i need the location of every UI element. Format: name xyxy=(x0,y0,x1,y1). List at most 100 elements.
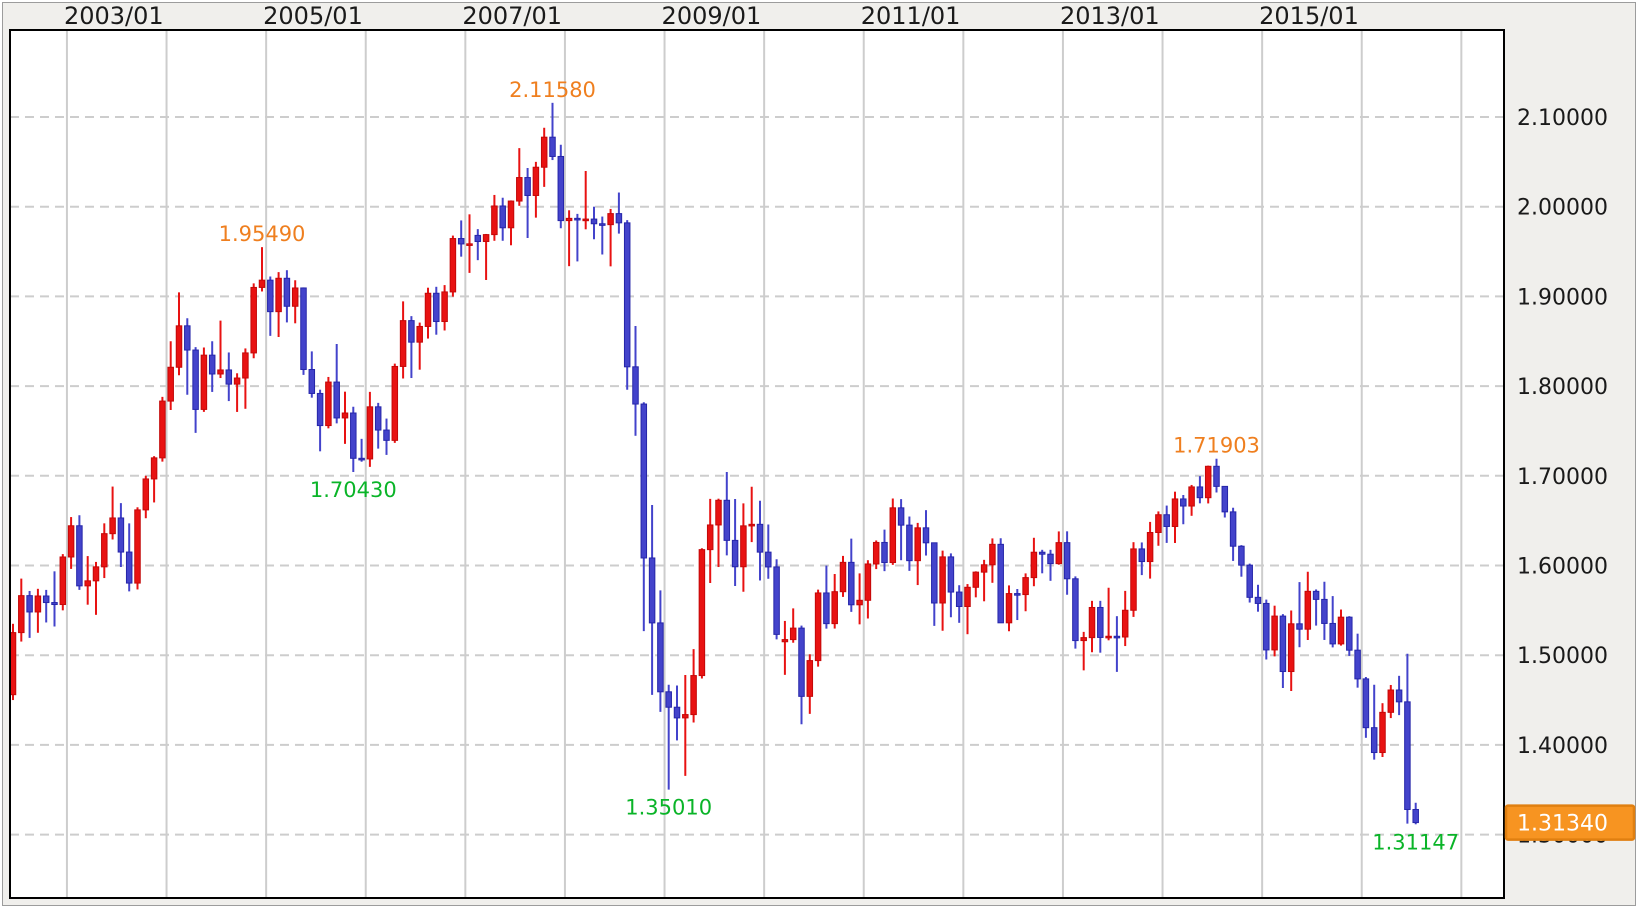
y-axis-tick-label: 2.10000 xyxy=(1517,106,1608,131)
y-axis-tick-label: 1.80000 xyxy=(1517,375,1608,400)
candle-body-down xyxy=(1329,622,1336,645)
candle-body-up xyxy=(291,287,299,307)
candle-body-down xyxy=(51,602,58,606)
candle-body-down xyxy=(756,523,764,553)
candle-body-up xyxy=(175,325,183,368)
candle-body-up xyxy=(748,523,755,527)
candle-body-down xyxy=(1221,485,1229,513)
candle-body-down xyxy=(499,205,506,229)
candle-body-down xyxy=(1047,553,1054,565)
candle-body-down xyxy=(848,561,855,606)
x-axis-tick-label: 2011/01 xyxy=(861,2,961,30)
high-annotation: 1.95490 xyxy=(219,222,306,246)
candle-body-up xyxy=(242,352,249,379)
y-axis-tick-label: 2.00000 xyxy=(1517,196,1608,221)
candle-body-down xyxy=(117,517,125,553)
candle-body-up xyxy=(565,217,573,222)
low-annotation: 1.70430 xyxy=(310,478,397,502)
candle-body-down xyxy=(557,155,565,222)
candle-body-down xyxy=(906,524,913,562)
candle-body-down xyxy=(1113,635,1121,639)
candle-body-down xyxy=(1163,514,1170,527)
candle-body-down xyxy=(1263,602,1270,651)
candle-body-up xyxy=(134,509,141,584)
candle-body-down xyxy=(1196,486,1204,499)
candle-body-up xyxy=(1055,542,1063,565)
candle-body-up xyxy=(1130,548,1137,611)
current-price-badge: 1.31340 xyxy=(1504,804,1636,841)
extreme-annotations: 1.95490 1.70430 2.11580 1.35010 1.71903 1.311… xyxy=(219,78,1460,854)
candle-body-up xyxy=(889,507,897,564)
candle-body-down xyxy=(765,551,772,568)
candle-body-down xyxy=(26,595,33,613)
candle-body-up xyxy=(540,136,548,168)
candle-body-down xyxy=(657,622,664,693)
candle-body-down xyxy=(947,556,955,593)
low-annotation: 1.31147 xyxy=(1372,830,1459,854)
candle-body-up xyxy=(582,218,589,222)
candle-body-down xyxy=(1279,615,1287,673)
candle-body-down xyxy=(1238,545,1245,566)
candle-body-down xyxy=(955,591,963,607)
candle-body-up xyxy=(1080,637,1087,642)
x-axis-tick-label: 2007/01 xyxy=(462,2,562,30)
candle-body-up xyxy=(1121,609,1129,638)
candle-body-down xyxy=(897,507,905,526)
candle-body-down xyxy=(76,525,83,587)
candle-body-up xyxy=(532,166,540,196)
candle-body-down xyxy=(1254,596,1262,604)
x-axis-labels: 2003/01 2005/01 2007/01 2009/01 2011/01 2013/… xyxy=(64,2,1359,30)
candle-body-up xyxy=(989,543,996,566)
candle-body-up xyxy=(233,377,241,385)
candle-body-down xyxy=(1138,548,1146,563)
y-axis-labels: 2.10000 2.00000 1.90000 1.80000 1.70000 1.600… xyxy=(1517,106,1608,849)
plot-border xyxy=(9,29,1505,899)
candle-body-down xyxy=(1246,564,1253,598)
candle-body-up xyxy=(1287,623,1295,673)
candle-body-up xyxy=(706,524,714,551)
candle-body-down xyxy=(1312,590,1320,600)
candle-body-up xyxy=(325,381,332,427)
candle-body-down xyxy=(383,429,390,441)
y-axis-tick-label: 1.70000 xyxy=(1517,465,1608,490)
candle-body-up xyxy=(972,571,980,588)
candle-body-up xyxy=(366,406,374,460)
current-price-badge-label: 1.31340 xyxy=(1517,812,1608,837)
candle-body-down xyxy=(1072,578,1079,642)
candle-body-up xyxy=(814,592,822,662)
candle-body-down xyxy=(922,527,930,544)
candle-body-down xyxy=(640,403,648,559)
candle-body-down xyxy=(184,325,191,351)
candle-body-down xyxy=(300,287,307,371)
candle-body-up xyxy=(1105,635,1112,639)
candle-body-up xyxy=(466,243,473,246)
candle-body-down xyxy=(350,412,357,459)
candle-body-down xyxy=(457,238,465,245)
candle-body-down xyxy=(1395,689,1403,703)
candle-body-up xyxy=(507,200,515,229)
candle-body-up xyxy=(698,549,706,677)
candle-body-down xyxy=(599,223,606,226)
candle-body-down xyxy=(798,627,805,697)
candle-body-down xyxy=(665,691,672,708)
candle-body-up xyxy=(1304,590,1312,630)
candle-body-up xyxy=(258,279,266,288)
candle-body-up xyxy=(84,580,91,587)
candle-body-down xyxy=(42,595,50,604)
candle-body-up xyxy=(1171,498,1179,527)
candle-body-up xyxy=(217,369,224,375)
candle-body-up xyxy=(101,533,108,568)
candle-body-down xyxy=(283,277,291,307)
candle-body-up xyxy=(167,366,174,402)
candle-body-up xyxy=(980,564,988,573)
candle-body-up xyxy=(1022,577,1029,596)
candle-body-down xyxy=(1180,498,1187,507)
candle-body-down xyxy=(731,539,739,568)
candle-body-up xyxy=(1088,606,1096,639)
candle-body-up xyxy=(1271,615,1278,651)
candle-body-up xyxy=(806,660,814,697)
plot-area[interactable] xyxy=(10,30,1504,898)
candle-body-down xyxy=(225,369,233,385)
candle-body-up xyxy=(1337,616,1345,645)
